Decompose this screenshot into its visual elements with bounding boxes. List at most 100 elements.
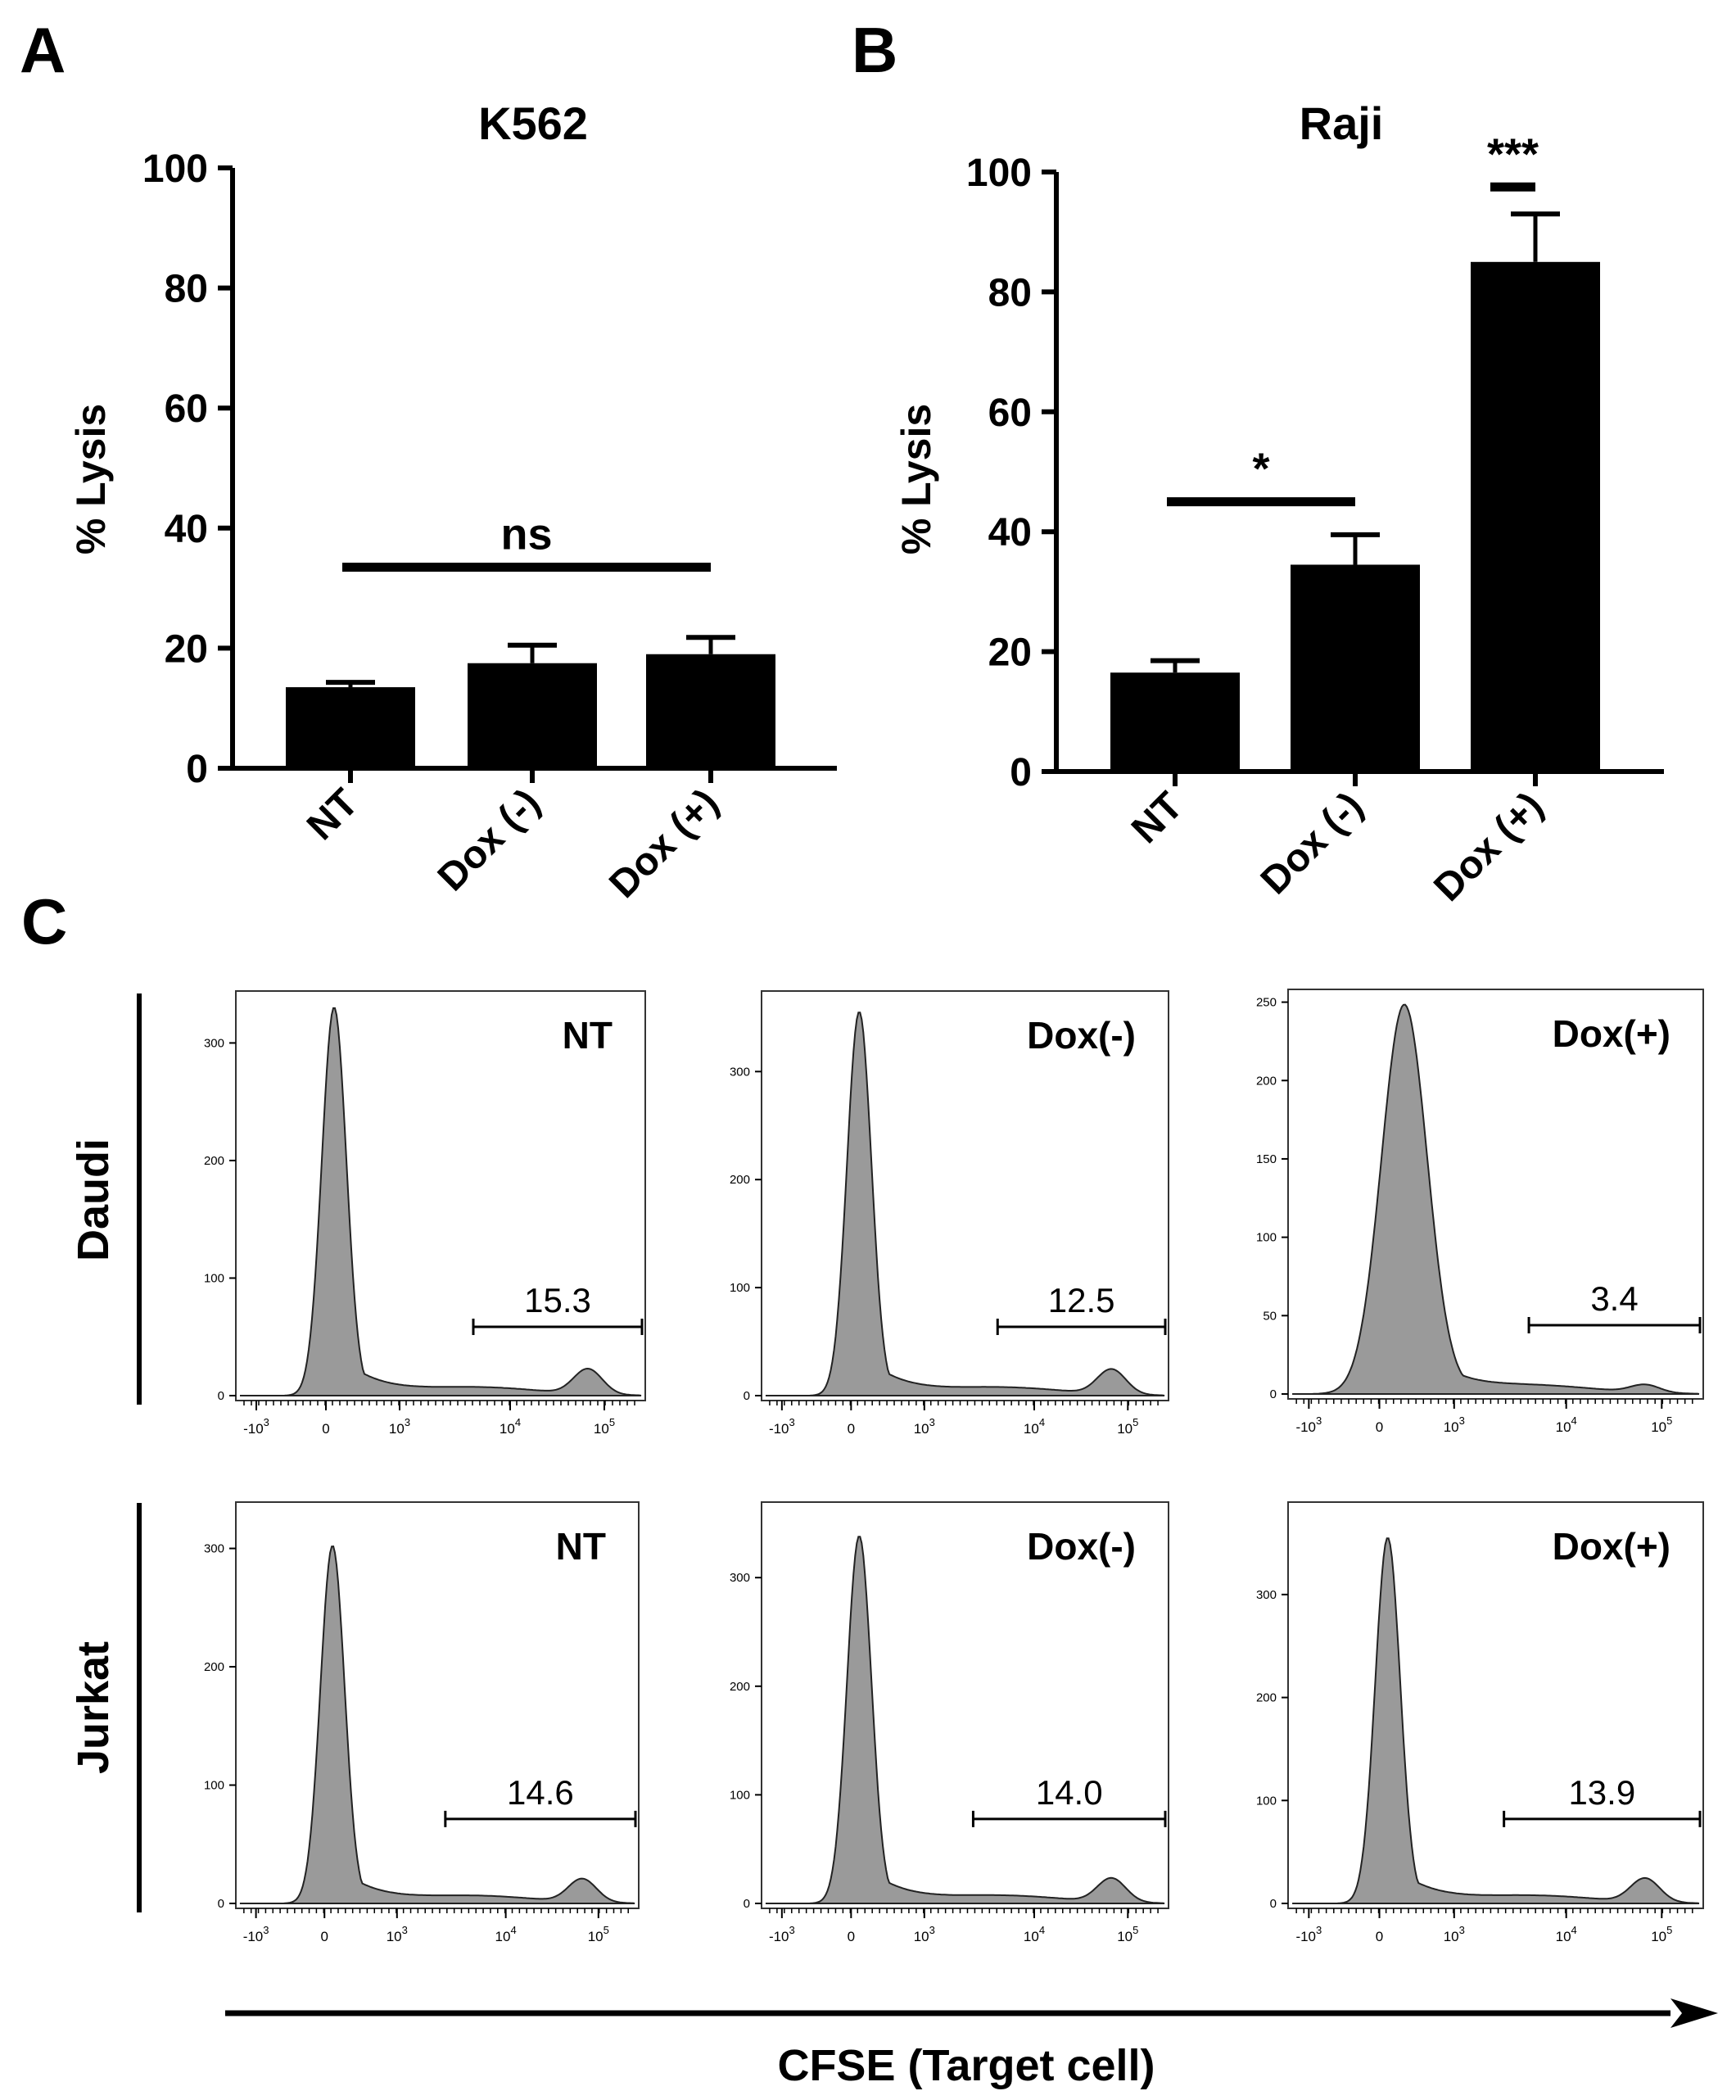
y-tick-label: 200 [730, 1173, 750, 1187]
histogram-curve [765, 1012, 1165, 1396]
histogram-frame [1287, 989, 1704, 1400]
flow-histograms: Daudi Jurkat CFSE (Target cell) 0 100 200 3… [69, 989, 1718, 2090]
y-tick-label: 300 [204, 1542, 224, 1556]
gate-percentage: 15.3 [524, 1281, 591, 1319]
bar-Dox (-) [468, 663, 597, 768]
x-tick-label: 105 [1117, 1416, 1138, 1437]
y-tick-label: 100 [204, 1271, 224, 1285]
row-label-daudi: Daudi [69, 1138, 118, 1261]
bar-Dox (+) [1471, 261, 1600, 772]
y-tick-label: 150 [1256, 1152, 1277, 1166]
y-tick-label: 300 [730, 1065, 750, 1079]
condition-label: NT [556, 1525, 606, 1568]
y-tick-label: 80 [988, 271, 1032, 315]
gate-percentage: 12.5 [1048, 1281, 1115, 1319]
histogram-curve [765, 1536, 1165, 1904]
y-tick-label: 0 [186, 748, 208, 791]
bar-chart-k562: K562 % Lysis 0 20 40 60 80 100 NT Dox (-) Dox (+… [68, 97, 837, 907]
x-tick-label: 104 [500, 1416, 521, 1437]
histogram-frame [235, 990, 646, 1401]
panel-label-c: C [21, 885, 67, 957]
y-tick-label: 100 [966, 152, 1032, 195]
histogram-frame [1287, 1501, 1704, 1909]
y-tick-label: 200 [1256, 1691, 1277, 1705]
y-tick-label: 250 [1256, 996, 1277, 1010]
histogram-frame [235, 1501, 640, 1909]
y-tick-label: 0 [218, 1897, 224, 1911]
x-tick-label: 105 [594, 1416, 615, 1437]
significance-label: ns [500, 509, 552, 559]
x-tick-label: NT [299, 781, 367, 849]
condition-label: Dox(-) [1027, 1014, 1136, 1057]
x-tick-label: -103 [1295, 1924, 1322, 1944]
x-tick-label: 103 [387, 1924, 408, 1944]
x-tick-label: -103 [243, 1416, 269, 1437]
histogram-frame [761, 1501, 1169, 1909]
gate-percentage: 14.6 [507, 1773, 574, 1812]
y-tick-label: 40 [988, 511, 1032, 554]
y-axis-label: % Lysis [68, 404, 114, 554]
x-tick-label: 103 [1444, 1414, 1465, 1435]
significance-label: *** [1487, 129, 1539, 179]
y-tick-label: 60 [165, 387, 208, 431]
x-tick-label: 0 [322, 1421, 329, 1437]
chart-title: K562 [478, 97, 588, 149]
histogram-curve [1292, 1537, 1700, 1904]
bar-NT [1110, 672, 1240, 772]
x-tick-label: 0 [1376, 1419, 1383, 1435]
x-tick-label: -103 [1295, 1414, 1322, 1435]
x-tick-label: 104 [1556, 1924, 1577, 1944]
y-tick-label: 0 [1010, 751, 1032, 794]
condition-label: Dox(+) [1553, 1012, 1670, 1055]
y-tick-label: 100 [142, 147, 208, 191]
y-tick-label: 100 [730, 1788, 750, 1802]
bar-chart-raji: Raji % Lysis 0 20 40 60 80 100 NT Dox (-) Dox (+… [893, 97, 1664, 910]
y-tick-label: 100 [730, 1281, 750, 1295]
histogram-curve [239, 1546, 635, 1904]
x-tick-label: 104 [1024, 1416, 1045, 1437]
condition-label: Dox(-) [1027, 1525, 1136, 1568]
y-tick-label: 80 [165, 268, 208, 311]
x-tick-label: -103 [243, 1924, 269, 1944]
x-tick-label: 103 [914, 1924, 935, 1944]
x-tick-label: Dox (+) [1426, 784, 1551, 909]
y-tick-label: 200 [204, 1660, 224, 1674]
x-tick-label: 103 [914, 1416, 935, 1437]
x-tick-label: 0 [848, 1929, 855, 1944]
x-tick-label: 104 [1024, 1924, 1045, 1944]
y-tick-label: 300 [204, 1036, 224, 1050]
y-tick-label: 200 [1256, 1074, 1277, 1088]
histogram-Daudi-Dox(+): 0 50 100 150 200 250 -103 0 103 104 105 Dox(+) 3.4 [1256, 989, 1704, 1435]
y-tick-label: 0 [744, 1389, 750, 1403]
histogram-Daudi-Dox(-): 0 100 200 300 -103 0 103 104 105 Dox(-) 12.5 [730, 990, 1169, 1437]
histogram-Daudi-NT: 0 100 200 300 -103 0 103 104 105 NT 15.3 [204, 990, 646, 1437]
y-tick-label: 0 [218, 1389, 224, 1403]
condition-label: Dox(+) [1553, 1525, 1670, 1568]
y-tick-label: 100 [1256, 1794, 1277, 1808]
significance-label: * [1252, 445, 1269, 494]
y-tick-label: 300 [1256, 1588, 1277, 1602]
histogram-Jurkat-Dox(-): 0 100 200 300 -103 0 103 104 105 Dox(-) 14.0 [730, 1501, 1169, 1944]
x-tick-label: Dox (-) [1253, 784, 1372, 903]
histogram-curve [1292, 1003, 1700, 1395]
x-tick-label: 0 [848, 1421, 855, 1437]
y-tick-label: 50 [1263, 1309, 1277, 1323]
bar-NT [286, 687, 415, 768]
histogram-Jurkat-NT: 0 100 200 300 -103 0 103 104 105 NT 14.6 [204, 1501, 640, 1944]
gate-percentage: 14.0 [1036, 1773, 1103, 1812]
x-tick-label: -103 [769, 1416, 795, 1437]
y-tick-label: 100 [1256, 1231, 1277, 1245]
x-tick-label: Dox (-) [430, 781, 549, 899]
y-tick-label: 0 [1270, 1387, 1277, 1401]
x-tick-label: 103 [1444, 1924, 1465, 1944]
x-tick-label: 105 [588, 1924, 609, 1944]
y-tick-label: 200 [204, 1154, 224, 1168]
x-tick-label: 103 [389, 1416, 410, 1437]
histogram-Jurkat-Dox(+): 0 100 200 300 -103 0 103 104 105 Dox(+) 13.9 [1256, 1501, 1704, 1944]
y-tick-label: 100 [204, 1779, 224, 1793]
x-tick-label: 105 [1651, 1924, 1672, 1944]
x-axis-arrowhead [1670, 1998, 1718, 2028]
gate-percentage: 3.4 [1590, 1279, 1638, 1318]
y-tick-label: 300 [730, 1571, 750, 1585]
